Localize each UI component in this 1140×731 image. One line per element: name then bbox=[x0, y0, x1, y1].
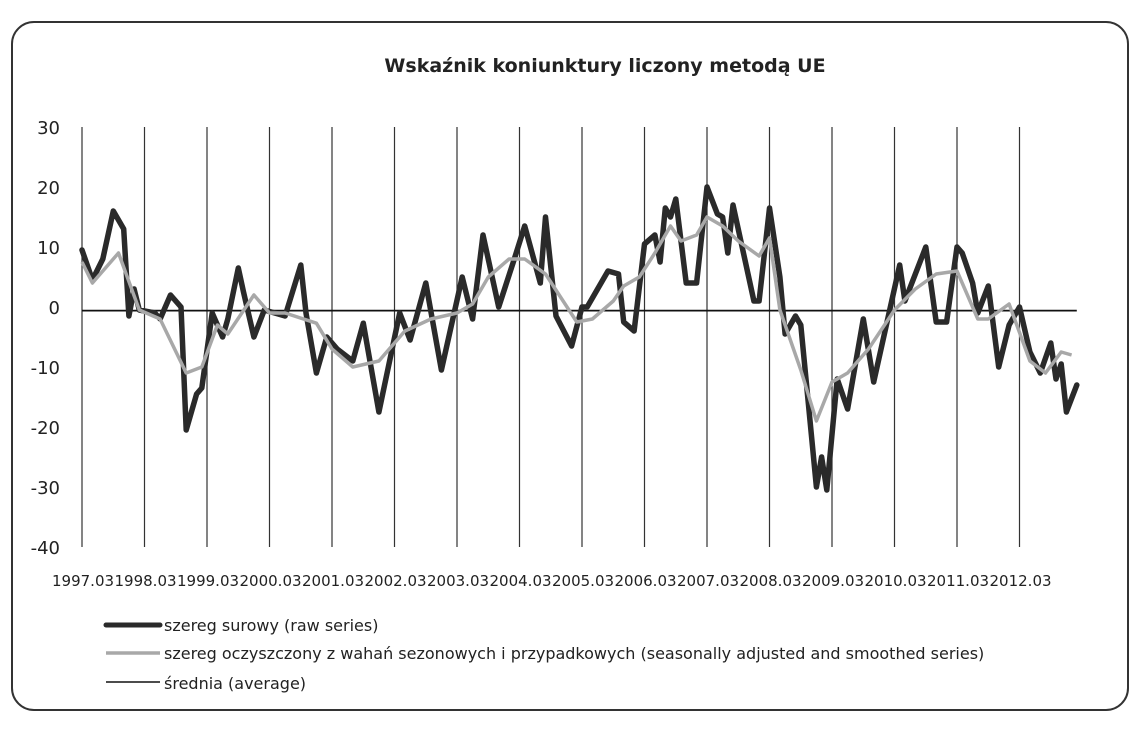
x-tick-label: 2006.03 bbox=[615, 572, 677, 590]
y-tick-label: -20 bbox=[31, 418, 60, 439]
x-tick-label: 2002.03 bbox=[365, 572, 427, 590]
y-tick-label: 0 bbox=[49, 298, 60, 319]
x-tick-label: 2000.03 bbox=[240, 572, 302, 590]
y-tick-label: -30 bbox=[31, 478, 60, 499]
y-tick-label: 20 bbox=[37, 178, 60, 199]
x-tick-label: 2008.03 bbox=[740, 572, 802, 590]
legend-label-raw: szereg surowy (raw series) bbox=[164, 616, 378, 635]
x-tick-label: 1999.03 bbox=[177, 572, 239, 590]
smoothed-series-line bbox=[80, 215, 1073, 423]
x-tick-label: 2011.03 bbox=[927, 572, 989, 590]
x-tick-label: 2009.03 bbox=[802, 572, 864, 590]
x-tick-label: 2005.03 bbox=[552, 572, 614, 590]
series-lines bbox=[79, 184, 1080, 493]
y-tick-label: -40 bbox=[31, 538, 60, 559]
chart-frame bbox=[11, 21, 1129, 711]
y-tick-label: -10 bbox=[31, 358, 60, 379]
legend: szereg surowy (raw series) szereg oczysz… bbox=[103, 616, 984, 693]
legend-label-average: średnia (average) bbox=[164, 674, 306, 693]
y-tick-label: 10 bbox=[37, 238, 60, 259]
x-tick-label: 1998.03 bbox=[115, 572, 177, 590]
raw-series-line bbox=[79, 184, 1080, 493]
legend-label-smoothed: szereg oczyszczony z wahań sezonowych i … bbox=[164, 644, 984, 663]
x-tick-label: 2001.03 bbox=[302, 572, 364, 590]
x-tick-label: 2007.03 bbox=[677, 572, 739, 590]
x-tick-label: 2004.03 bbox=[490, 572, 552, 590]
chart-title: Wskaźnik koniunktury liczony metodą UE bbox=[384, 55, 825, 77]
x-tick-label: 1997.03 bbox=[52, 572, 114, 590]
x-axis-ticks: 1997.03 1998.03 1999.03 2000.03 2001.03 2002.… bbox=[52, 572, 1052, 590]
x-tick-label: 2010.03 bbox=[865, 572, 927, 590]
x-tick-label: 2003.03 bbox=[427, 572, 489, 590]
y-tick-label: 30 bbox=[37, 118, 60, 139]
y-axis-ticks: 30 20 10 0 -10 -20 -30 -40 bbox=[31, 118, 60, 559]
x-tick-label: 2012.03 bbox=[990, 572, 1052, 590]
